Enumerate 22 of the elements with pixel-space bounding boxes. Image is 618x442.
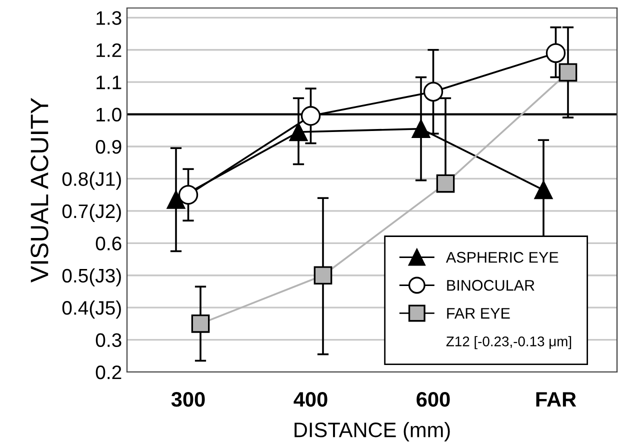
y-axis-title: VISUAL ACUITY [30,98,48,283]
y-tick-label: 0.8(J1) [62,172,121,190]
x-axis-title: DISTANCE (mm) [294,422,450,442]
legend-label: ASPHERIC EYE [446,252,558,263]
y-tick-label: 1.0 [96,108,122,122]
y-tick-label: 0.6 [96,236,122,250]
x-tick-label: 400 [294,392,328,407]
y-tick-label: 0.4(J5) [62,300,121,319]
legend-label: BINOCULAR [447,280,534,291]
annotation: Z12 [-0.23,-0.13 μm] [446,336,572,350]
y-tick-label: 1.2 [96,43,122,57]
y-tick-label: 1.3 [96,11,122,25]
y-tick-label: 0.3 [96,333,122,348]
x-tick-label: 600 [416,392,450,407]
x-tick-label: FAR [536,392,576,407]
legend-label: FAR EYE [447,308,510,319]
y-tick-label: 0.2 [96,365,122,380]
y-tick-label: 1.1 [96,76,122,90]
y-tick-label: 0.9 [96,140,122,154]
y-tick-label: 0.5(J3) [62,268,121,286]
x-tick-label: 300 [171,392,205,407]
y-tick-label: 0.7(J2) [62,204,121,222]
